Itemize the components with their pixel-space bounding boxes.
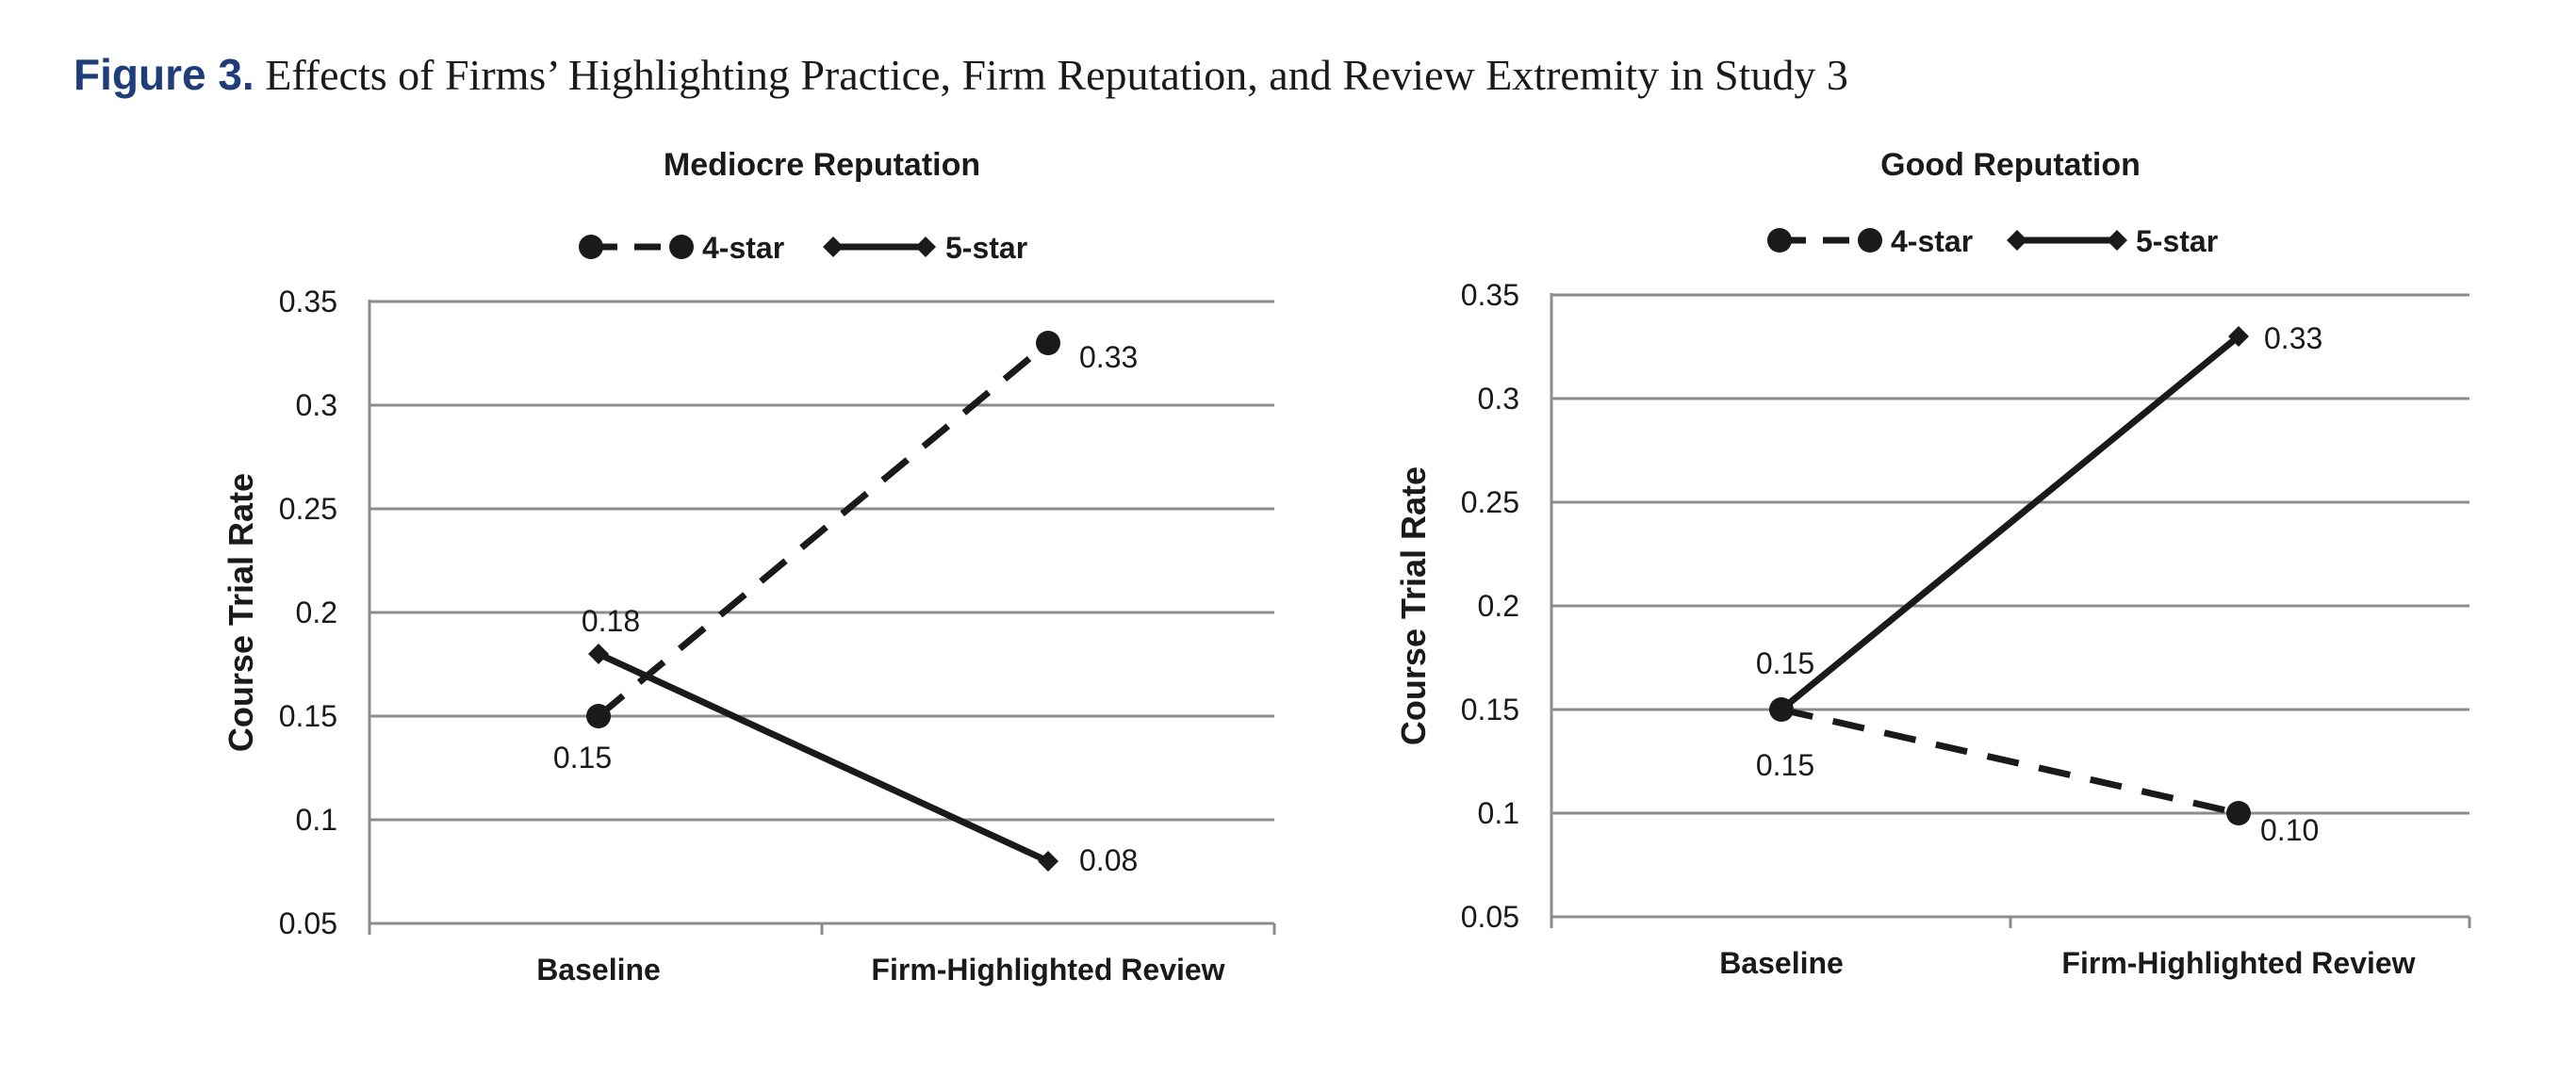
legend-marker xyxy=(1767,228,1792,253)
legend-marker xyxy=(915,237,936,257)
y-tick-label: 0.3 xyxy=(1478,382,1519,416)
legend-marker xyxy=(823,237,844,257)
y-tick-label: 0.35 xyxy=(1461,278,1519,312)
data-label: 0.15 xyxy=(553,741,612,775)
y-tick-label: 0.25 xyxy=(1461,485,1519,519)
y-axis-label: Course Trial Rate xyxy=(222,473,260,752)
legend-entry: 4-star xyxy=(702,231,784,265)
series-line-5-star xyxy=(597,650,1050,865)
y-tick-label: 0.2 xyxy=(296,596,337,629)
data-label: 0.18 xyxy=(582,604,640,638)
y-tick-label: 0.35 xyxy=(279,285,337,318)
data-label: 0.15 xyxy=(1756,646,1814,680)
chart-panel: Mediocre Reputation 4-star 5-star 0.05 0.1 0.… xyxy=(222,147,1276,987)
series-line-5-star xyxy=(1779,334,2241,712)
y-tick-label: 0.3 xyxy=(296,388,337,422)
figure-title: Effects of Firms’ Highlighting Practice,… xyxy=(265,51,1848,99)
legend-entry: 5-star xyxy=(2136,224,2218,258)
chart-panel: Good Reputation 4-star 5-star 0.05 0.1 0.15 0.… xyxy=(1394,147,2471,980)
y-tick-label: 0.05 xyxy=(1461,900,1519,934)
series-line-4-star xyxy=(1780,706,2240,817)
legend-marker xyxy=(2107,230,2127,251)
figure-label: Figure 3. xyxy=(74,50,254,99)
legend-marker xyxy=(1858,228,1882,253)
series-line-4-star xyxy=(596,340,1051,719)
x-tick-label: Baseline xyxy=(1719,946,1844,980)
legend-marker xyxy=(579,235,603,259)
data-label: 0.33 xyxy=(2264,321,2322,355)
y-tick-label: 0.1 xyxy=(1478,796,1519,830)
data-point-4-star xyxy=(1036,331,1060,355)
chart-title: Mediocre Reputation xyxy=(664,147,980,183)
legend-marker xyxy=(669,235,694,259)
y-tick-label: 0.25 xyxy=(279,492,337,526)
x-tick-label: Baseline xyxy=(536,953,661,987)
y-tick-label: 0.15 xyxy=(1461,693,1519,726)
data-label: 0.33 xyxy=(1079,340,1138,374)
data-point-5-star xyxy=(1038,851,1058,872)
y-tick-label: 0.05 xyxy=(279,906,337,940)
figure-caption: Figure 3. Effects of Firms’ Highlighting… xyxy=(74,49,1848,100)
data-point-4-star xyxy=(586,704,611,728)
x-tick-label: Firm-Highlighted Review xyxy=(871,953,1224,987)
data-point-5-star xyxy=(2228,326,2249,347)
y-tick-label: 0.15 xyxy=(279,699,337,733)
data-point-4-star xyxy=(2226,801,2251,825)
data-label: 0.15 xyxy=(1756,748,1814,782)
legend-entry: 5-star xyxy=(945,231,1027,265)
legend-marker xyxy=(2007,230,2027,251)
y-tick-label: 0.2 xyxy=(1478,589,1519,623)
data-label: 0.10 xyxy=(2260,813,2319,847)
data-point-5-star xyxy=(1771,699,1792,720)
y-axis-label: Course Trial Rate xyxy=(1394,466,1433,745)
legend-entry: 4-star xyxy=(1891,224,1973,258)
x-tick-label: Firm-Highlighted Review xyxy=(2061,946,2415,980)
data-point-5-star xyxy=(588,644,609,664)
data-label: 0.08 xyxy=(1079,843,1138,877)
chart-title: Good Reputation xyxy=(1880,147,2141,183)
y-tick-label: 0.1 xyxy=(296,803,337,837)
